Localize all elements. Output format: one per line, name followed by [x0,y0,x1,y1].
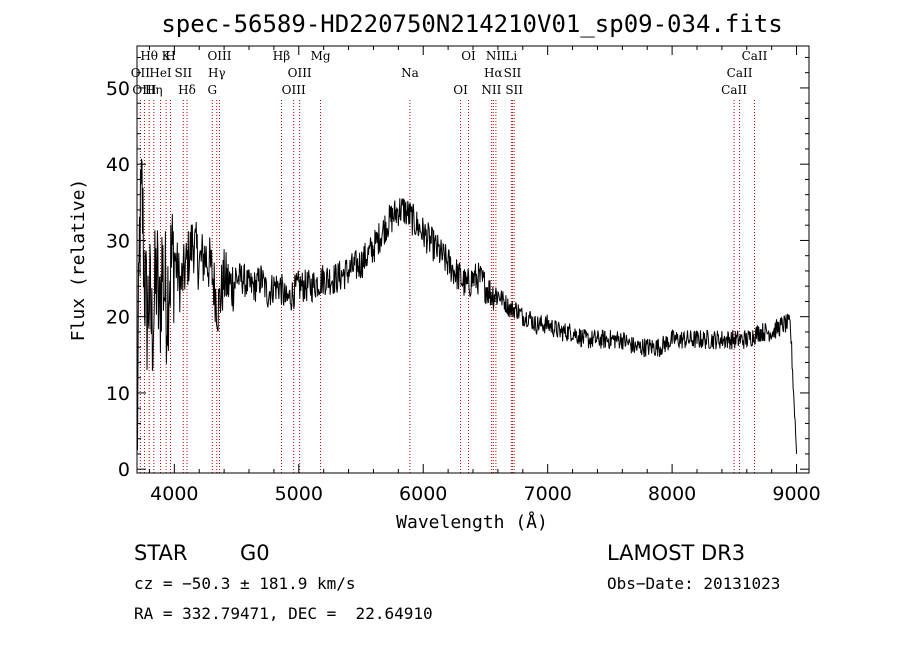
line-marker-label: NII [481,83,501,97]
plot-frame [136,45,810,474]
object-class: STAR [134,541,188,565]
line-marker-label: Hβ [273,49,290,63]
line-marker-label: OIII [207,49,231,63]
y-axis-ticks: 0 10 20 30 40 50 [106,56,809,481]
line-marker-label: Mg [311,49,331,63]
line-marker-label: HeI [149,66,172,80]
line-marker-label: CaII [721,83,747,97]
survey-name: LAMOST DR3 [607,541,746,565]
line-marker-label: H [165,49,175,63]
line-marker-label: Hγ [208,66,226,80]
x-axis-ticks: 4000 5000 6000 7000 8000 9000 [148,46,821,505]
line-marker-label: OIII [282,83,306,97]
x-tick-label: 8000 [648,483,696,505]
line-marker-label: Hη [145,83,163,97]
y-tick-label: 50 [106,78,130,100]
line-marker-label: SII [505,83,523,97]
line-marker-labels: HθOIIOIIIKHeIHηHSIIHδOIIIHγGHβOIIIOIIIMg… [131,49,768,97]
spectrum-line [136,158,798,454]
x-tick-label: 7000 [523,483,571,505]
x-tick-label: 4000 [150,483,198,505]
x-tick-label: 6000 [399,483,447,505]
y-tick-label: 10 [106,383,130,405]
y-tick-label: 40 [106,154,130,176]
line-marker-label: Na [401,66,419,80]
line-marker-label: OIII [288,66,312,80]
object-subclass: G0 [240,541,270,565]
line-marker-label: K [162,49,172,63]
line-marker-label: OI [453,83,468,97]
y-tick-label: 30 [106,230,130,252]
line-marker-label: Li [505,49,517,63]
x-axis-label: Wavelength (Å) [396,511,548,533]
y-axis-label: Flux (relative) [68,179,89,342]
chart-title: spec-56589-HD220750N214210V01_sp09-034.f… [161,10,782,38]
observation-date: Obs−Date: 20131023 [607,574,781,593]
line-marker-label: CaII [742,49,768,63]
line-marker-label: Hδ [178,83,196,97]
line-marker-label: SII [504,66,522,80]
line-marker-label: OI [461,49,476,63]
redshift-velocity: cz = −50.3 ± 181.9 km/s [134,574,356,593]
spectrum-chart: spec-56589-HD220750N214210V01_sp09-034.f… [68,10,821,533]
line-marker-label: OIII [132,83,156,97]
line-marker-label: SII [174,66,192,80]
y-tick-label: 0 [118,459,130,481]
line-marker-label: Hθ [140,49,158,63]
x-tick-label: 5000 [275,483,323,505]
line-marker-label: G [207,83,217,97]
coordinates: RA = 332.79471, DEC = 22.64910 [134,604,433,623]
line-marker-label: Hα [484,66,503,80]
line-marker-label: CaII [727,66,753,80]
y-tick-label: 20 [106,307,130,329]
line-marker-label: NII [486,49,506,63]
x-tick-label: 9000 [772,483,820,505]
